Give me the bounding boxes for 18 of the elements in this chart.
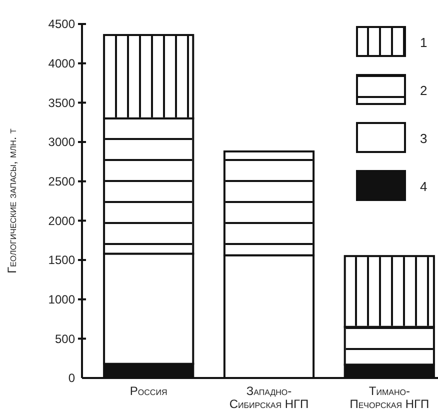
legend-label: 1 <box>420 35 428 50</box>
y-tick-label: 1000 <box>48 292 76 307</box>
y-axis-title: Геологические запасы, млн. т <box>5 128 19 274</box>
y-tick-label: 3500 <box>48 96 76 110</box>
legend-label: 2 <box>420 83 428 98</box>
y-tick-label: 2000 <box>48 214 76 228</box>
y-tick-label: 4000 <box>48 56 76 71</box>
y-tick-label: 2500 <box>48 174 76 189</box>
y-tick-label: 500 <box>54 332 76 346</box>
y-tick-label: 3000 <box>48 135 76 150</box>
y-tick-label: 0 <box>68 371 76 386</box>
legend-label: 3 <box>420 131 428 146</box>
x-tick-label: Россия <box>130 384 168 398</box>
y-tick-label: 1500 <box>48 253 76 268</box>
legend-label: 4 <box>420 179 428 194</box>
x-tick-label: Западно-Сибирская НГП <box>229 384 309 411</box>
y-tick-label: 4500 <box>48 17 76 32</box>
x-tick-label: Тимано-Печорская НГП <box>350 384 430 411</box>
